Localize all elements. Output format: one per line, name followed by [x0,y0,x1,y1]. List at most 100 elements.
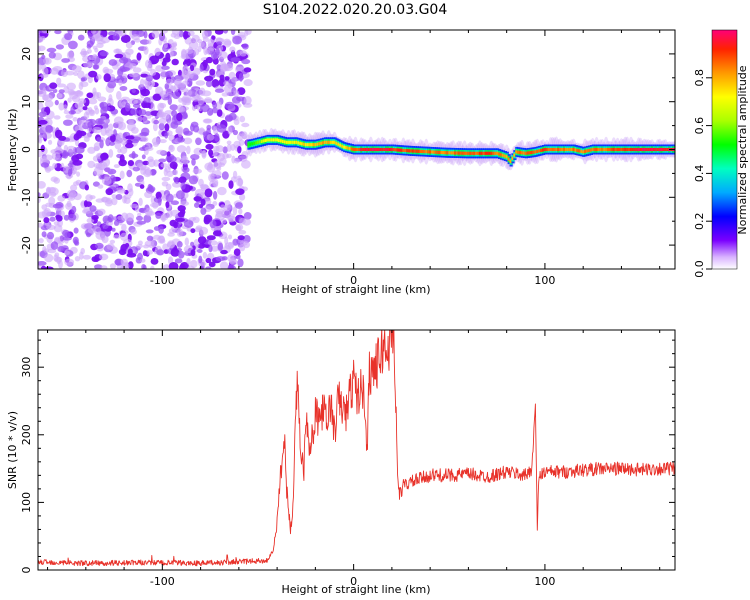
band-core [421,149,425,154]
band-core [595,147,599,152]
snr-ticks: -100 0 100 0 100 200 300 [20,330,675,588]
noise-speckle [43,248,50,253]
band-core [419,149,423,153]
noise-speckle [95,118,105,125]
noise-speckle [38,238,44,244]
noise-speckle [208,149,214,157]
noise-speckle [84,184,90,191]
band-core [645,147,649,152]
noise-speckle [109,263,117,269]
band-core [498,152,502,156]
noise-speckle [64,250,70,256]
noise-speckle [190,96,201,102]
noise-speckle [231,96,241,104]
band-core [612,147,616,152]
band-core [599,147,603,152]
noise-speckle [155,191,162,200]
noise-speckle [198,255,203,264]
noise-speckle [229,46,236,53]
noise-speckle [143,102,152,109]
noise-speckle [38,102,44,110]
noise-speckle [173,176,180,182]
noise-speckle [58,102,65,111]
band-core [381,147,385,152]
noise-speckle [174,258,183,264]
band-core [281,139,286,143]
noise-speckle [70,184,78,192]
noise-speckle [198,87,206,97]
noise-speckle [145,74,153,82]
noise-speckle [131,88,136,93]
noise-speckle [181,70,190,79]
noise-speckle [190,124,195,132]
noise-speckle [241,58,251,65]
noise-speckle [68,40,78,50]
noise-speckle [235,223,244,231]
noise-speckle [38,62,42,72]
y-tick-label: 10 [20,95,33,109]
noise-speckle [48,196,56,205]
noise-speckle [63,119,73,126]
noise-speckle [202,36,209,43]
noise-speckle [176,241,183,248]
noise-speckle [47,248,57,254]
noise-speckle [178,106,186,113]
band-core [551,147,555,152]
noise-speckle [40,144,45,152]
noise-speckle [227,234,233,240]
band-core [628,147,632,152]
noise-speckle [176,112,183,122]
noise-speckle [206,235,216,241]
band-core [597,147,601,152]
noise-speckle [170,209,181,217]
noise-speckle [83,223,92,230]
noise-speckle [184,237,189,246]
band-core [478,151,483,155]
noise-speckle [113,164,120,169]
noise-speckle [242,43,249,50]
noise-speckle [131,151,136,159]
noise-speckle [211,51,218,60]
band-core [385,147,389,152]
noise-speckle [182,127,190,135]
noise-speckle [86,92,94,99]
band-core [325,140,329,144]
band-core [302,142,307,146]
band-core [253,141,257,145]
band-core [278,138,282,142]
noise-speckle [92,126,102,134]
noise-speckle [193,147,203,156]
noise-speckle [118,248,127,256]
noise-speckle [125,142,134,149]
band-core [404,148,408,153]
noise-speckle [189,65,195,72]
colorbar-tick-label: 0.8 [693,69,706,87]
band-core [274,138,278,142]
noise-speckle [138,109,147,116]
noise-speckle [71,205,77,214]
noise-speckle [74,146,85,154]
y-tick-label: -10 [20,188,33,206]
y-tick-label: 0 [20,567,33,574]
noise-speckle [99,101,108,109]
band-core [348,146,352,151]
noise-speckle [161,212,166,220]
noise-speckle [93,166,104,176]
band-core [260,139,264,143]
noise-speckle [165,70,173,78]
noise-speckle [146,211,156,216]
noise-speckle [212,107,218,114]
band-core [436,150,440,154]
band-core [444,151,448,155]
noise-speckle [198,226,209,235]
noise-speckle [208,244,213,253]
noise-speckle [86,232,92,238]
noise-speckle [173,83,179,93]
band-core [486,151,490,155]
band-core [337,142,341,146]
noise-speckle [191,158,196,166]
band-core [624,147,628,152]
noise-speckle [76,171,81,177]
noise-speckle [205,257,212,264]
